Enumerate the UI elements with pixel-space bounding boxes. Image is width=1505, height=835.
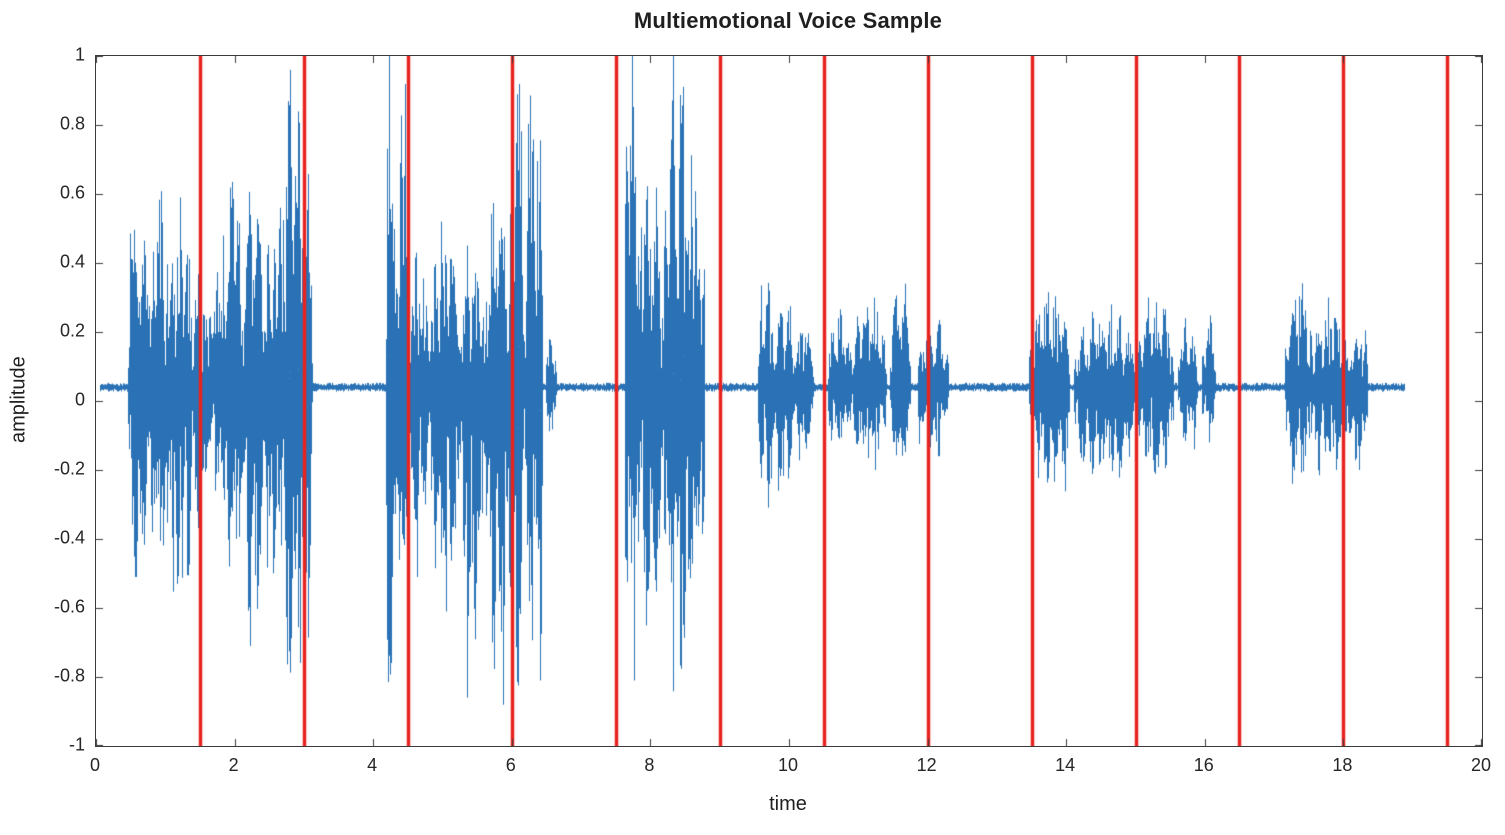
- y-tick-label: 0.8: [59, 113, 85, 134]
- y-tick-label: 1: [74, 44, 85, 65]
- y-tick-label: 0.6: [59, 182, 85, 203]
- y-tick-label: -1: [68, 734, 85, 755]
- x-tick-label: 0: [89, 755, 101, 775]
- waveform-canvas: [96, 56, 1482, 746]
- y-tick-label: -0.4: [53, 527, 85, 548]
- x-tick-label: 16: [1193, 755, 1214, 775]
- x-tick-label: 10: [777, 755, 799, 775]
- y-tick-label: 0.2: [59, 320, 85, 341]
- x-tick-label: 6: [505, 755, 516, 775]
- x-tick-label: 18: [1332, 755, 1353, 775]
- chart-title: Multiemotional Voice Sample: [633, 8, 943, 33]
- x-axis-label: time: [769, 793, 807, 815]
- x-tick-label: 4: [367, 755, 378, 775]
- x-tick-label: 2: [228, 755, 239, 775]
- y-tick-label: 0.4: [59, 251, 85, 272]
- x-tick-label: 8: [644, 755, 655, 775]
- y-tick-label: -0.8: [53, 665, 85, 686]
- x-tick-label: 12: [916, 755, 937, 775]
- x-tick-label: 14: [1055, 755, 1076, 775]
- y-tick-label: -0.6: [53, 596, 85, 617]
- x-tick-label: 20: [1470, 755, 1492, 775]
- y-tick-label: 0: [74, 389, 85, 410]
- y-tick-label: -0.2: [53, 458, 85, 479]
- plot-area: [95, 55, 1483, 747]
